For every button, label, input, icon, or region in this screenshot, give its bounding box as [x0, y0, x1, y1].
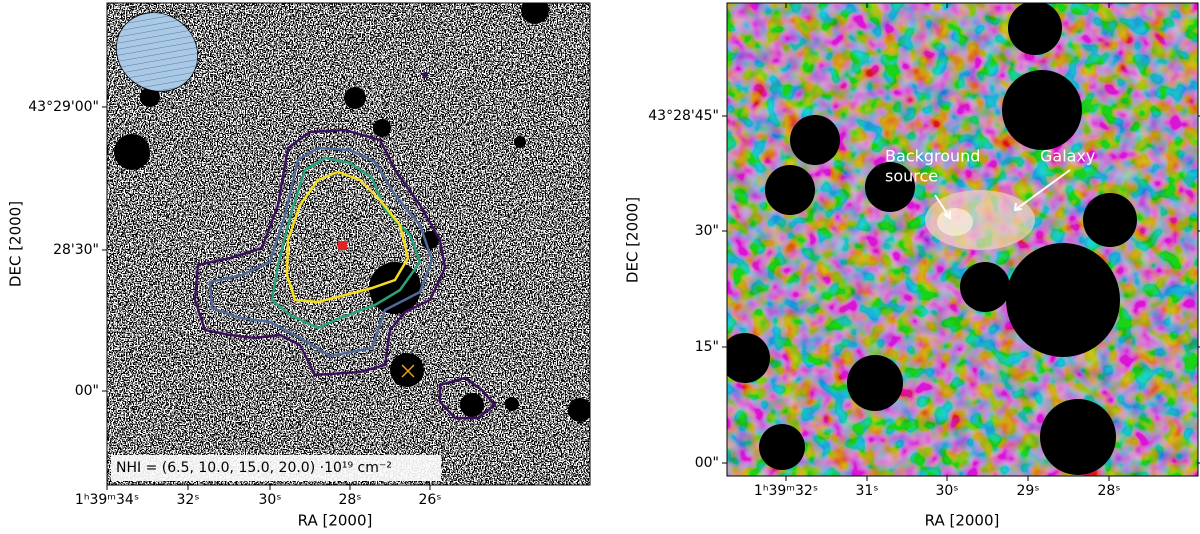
x-tick-label: 30ˢ [935, 483, 958, 499]
right-image [727, 3, 1198, 476]
right-frame [726, 2, 1199, 477]
y-tick-label: 00" [695, 455, 719, 471]
y-tick-label: 43°28'45" [648, 108, 719, 124]
legend: NHI = (6.5, 10.0, 15.0, 20.0) ·10¹⁹ cm⁻² [116, 460, 392, 476]
y-tick-label: 43°29'00" [28, 99, 99, 115]
annotation: source [885, 167, 938, 186]
x-tick-label: 28ˢ [1097, 483, 1120, 499]
x-axis-label: RA [2000] [298, 512, 373, 530]
x-tick-label: 31ˢ [855, 483, 878, 499]
y-axis-label: DEC [2000] [7, 201, 25, 287]
y-tick-label: 00" [75, 383, 99, 399]
y-tick-label: 15" [695, 339, 719, 355]
x-tick-label: 29ˢ [1016, 483, 1039, 499]
x-tick-label: 28ˢ [338, 492, 361, 508]
y-tick-label: 30" [695, 223, 719, 239]
x-tick-label: 1ʰ39ᵐ34ˢ [75, 492, 139, 508]
annotation: Background [885, 147, 980, 166]
annotation: Galaxy [1040, 147, 1095, 166]
x-axis-label: RA [2000] [925, 512, 1000, 530]
left-frame [106, 2, 591, 486]
y-axis-label: DEC [2000] [624, 197, 642, 283]
x-tick-label: 26ˢ [418, 492, 441, 508]
x-tick-label: 30ˢ [258, 492, 281, 508]
x-tick-label: 1ʰ39ᵐ32ˢ [754, 483, 818, 499]
left-image [107, 3, 590, 485]
x-tick-label: 32ˢ [176, 492, 199, 508]
y-tick-label: 28'30" [53, 242, 99, 258]
